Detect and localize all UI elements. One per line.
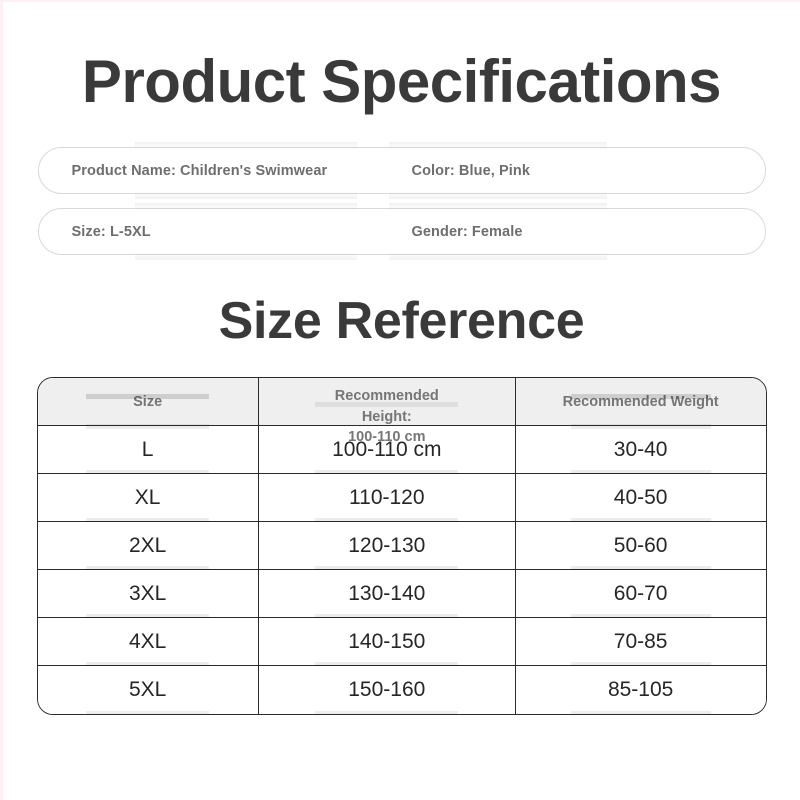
- table-header-row: Size Recommended Height: 100-110 cm R: [37, 378, 766, 445]
- table-header-height: Recommended Height: 100-110 cm: [258, 378, 516, 445]
- spec-pill-row-2: Size: L-5XL Gender: Female: [37, 203, 766, 260]
- compression-artifact: [134, 252, 357, 260]
- cell-size: L: [37, 424, 259, 475]
- compression-artifact: [388, 142, 607, 150]
- cell-height: 110-120: [258, 474, 516, 523]
- cell-weight: 50-60: [515, 522, 766, 571]
- compression-artifact: [134, 203, 357, 211]
- cell-weight: 85-105: [515, 666, 766, 714]
- cell-weight-value: 70-85: [613, 629, 668, 653]
- compression-artifact: [315, 401, 459, 407]
- table-header-size-label: Size: [133, 393, 163, 410]
- header-height-line-2: Height:: [361, 408, 412, 425]
- cell-size-value: 3XL: [128, 581, 167, 605]
- cell-size-value: XL: [134, 485, 161, 509]
- cell-weight: 70-85: [515, 618, 766, 667]
- table-header-weight-label: Recommended Weight: [562, 393, 719, 410]
- cell-weight-value: 85-105: [607, 678, 674, 701]
- cell-size-value: 5XL: [128, 678, 167, 701]
- cell-weight: 30-40: [515, 424, 766, 475]
- table-header-size: Size: [37, 378, 259, 426]
- cell-weight-value: 50-60: [613, 533, 668, 557]
- table-header: Size Recommended Height: 100-110 cm R: [37, 378, 766, 445]
- cell-size: 3XL: [37, 570, 259, 619]
- section-title-size-reference: Size Reference: [218, 292, 585, 350]
- cell-height: 150-160: [258, 666, 516, 714]
- compression-artifact: [388, 203, 607, 211]
- cell-size: 2XL: [37, 522, 259, 571]
- cell-height: 120-130: [258, 522, 516, 571]
- compression-artifact: [134, 191, 357, 199]
- cell-size-value: 2XL: [128, 533, 167, 557]
- cell-height: 130-140: [258, 570, 516, 619]
- compression-artifact: [85, 711, 210, 714]
- size-reference-table: Size Recommended Height: 100-110 cm R: [36, 377, 767, 715]
- cell-weight-value: 30-40: [613, 437, 668, 461]
- spec-product-name: Product Name: Children's Swimwear: [71, 162, 328, 179]
- cell-height-value: 130-140: [348, 581, 426, 605]
- spec-gender: Gender: Female: [411, 223, 523, 240]
- cell-size: 5XL: [37, 666, 259, 714]
- cell-height-value: 100-110 cm: [332, 437, 442, 461]
- compression-artifact: [388, 252, 607, 260]
- cell-weight-value: 40-50: [613, 485, 668, 509]
- cell-height: 140-150: [258, 618, 516, 667]
- cell-height-value: 140-150: [348, 629, 426, 653]
- table-row: 2XL 120-130 50-60: [37, 522, 766, 571]
- table-row: XL 110-120 40-50: [37, 474, 766, 523]
- cell-weight-value: 60-70: [613, 581, 668, 605]
- compression-artifact: [388, 191, 607, 199]
- cell-size: 4XL: [37, 618, 259, 667]
- compression-artifact: [315, 711, 459, 714]
- compression-artifact: [134, 142, 357, 150]
- compression-artifact: [570, 711, 711, 714]
- spec-pill-list: Product Name: Children's Swimwear Color:…: [3, 142, 800, 260]
- cell-size-value: 4XL: [128, 629, 167, 653]
- spec-color: Color: Blue, Pink: [411, 162, 531, 179]
- spec-size: Size: L-5XL: [71, 223, 151, 240]
- table-row: 5XL 150-160 85-105: [37, 666, 766, 714]
- cell-size: XL: [37, 474, 259, 523]
- page-title: Product Specifications: [81, 48, 722, 115]
- spec-pill-row-1: Product Name: Children's Swimwear Color:…: [37, 142, 766, 199]
- header-height-line-1: Recommended: [334, 388, 439, 404]
- cell-weight: 40-50: [515, 474, 766, 523]
- size-reference-table-wrapper: Size Recommended Height: 100-110 cm R: [36, 377, 767, 715]
- cell-height: 100-110 cm: [258, 426, 516, 475]
- cell-height-value: 120-130: [348, 533, 426, 557]
- cell-weight: 60-70: [515, 570, 766, 619]
- table-header-weight: Recommended Weight: [515, 378, 766, 426]
- table-body: L 100-110 cm 30-40 XL: [37, 424, 766, 714]
- table-row: 4XL 140-150 70-85: [37, 618, 766, 667]
- cell-size-value: L: [141, 437, 154, 461]
- table-row: 3XL 130-140 60-70: [37, 570, 766, 619]
- table-row: L 100-110 cm 30-40: [37, 424, 766, 475]
- cell-height-value: 150-160: [348, 678, 426, 701]
- cell-height-value: 110-120: [349, 485, 425, 509]
